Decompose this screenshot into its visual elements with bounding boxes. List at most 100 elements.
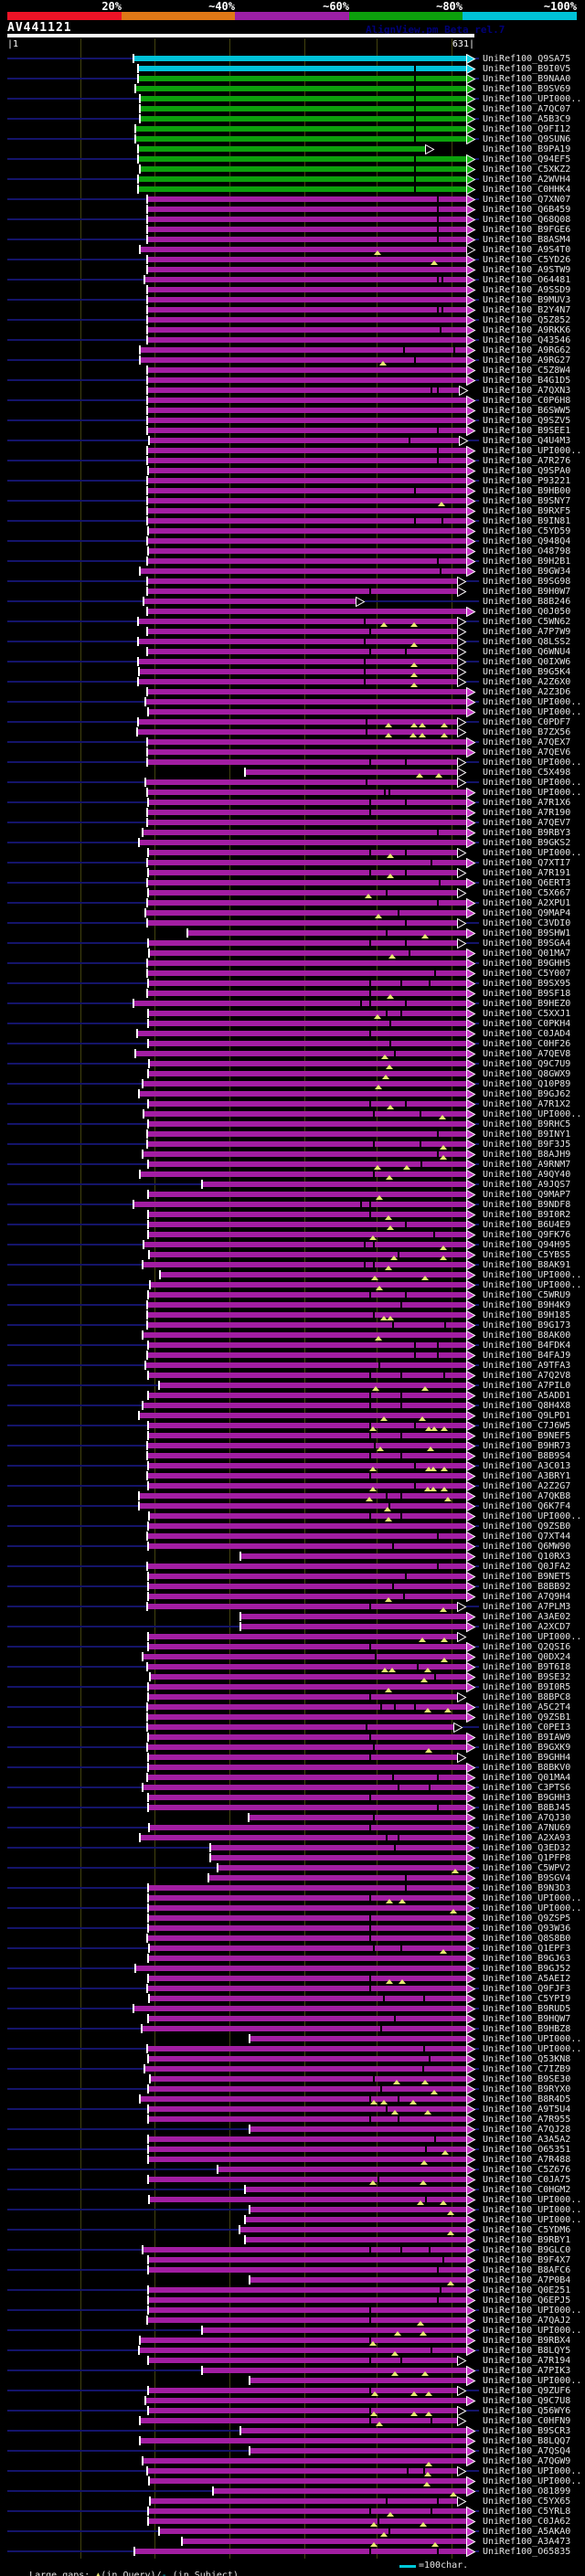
alignment-bar[interactable] bbox=[160, 2528, 466, 2534]
alignment-bar[interactable] bbox=[139, 176, 466, 182]
hit-label[interactable]: UniRef100_B9SGV4 bbox=[483, 1873, 571, 1883]
alignment-bar[interactable] bbox=[151, 2076, 466, 2082]
hit-label[interactable]: UniRef100_UPI000.. bbox=[483, 2326, 582, 2336]
hit-label[interactable]: UniRef100_A7PIL0 bbox=[483, 1381, 571, 1391]
hit-label[interactable]: UniRef100_B9H2B1 bbox=[483, 557, 571, 567]
hit-label[interactable]: UniRef100_Q9FK76 bbox=[483, 1230, 571, 1240]
hit-label[interactable]: UniRef100_UPI000.. bbox=[483, 1893, 582, 1903]
hit-label[interactable]: UniRef100_Q9SZV5 bbox=[483, 416, 571, 426]
hit-label[interactable]: UniRef100_Q94H95 bbox=[483, 1240, 571, 1250]
hit-label[interactable]: UniRef100_Q9C7U8 bbox=[483, 2396, 571, 2406]
alignment-bar[interactable] bbox=[148, 2468, 457, 2474]
alignment-bar[interactable] bbox=[148, 1744, 466, 1750]
alignment-bar[interactable] bbox=[148, 1322, 466, 1328]
hit-label[interactable]: UniRef100_B9SHW1 bbox=[483, 928, 571, 938]
hit-label[interactable]: UniRef100_B9GJ63 bbox=[483, 1954, 571, 1964]
hit-label[interactable]: UniRef100_A2Z2G7 bbox=[483, 1481, 571, 1491]
alignment-bar[interactable] bbox=[203, 2368, 466, 2373]
hit-label[interactable]: UniRef100_B9GXK9 bbox=[483, 1743, 571, 1753]
hit-label[interactable]: UniRef100_Q9FI12 bbox=[483, 124, 571, 134]
alignment-bar[interactable] bbox=[148, 649, 457, 654]
hit-label[interactable]: UniRef100_UPI000.. bbox=[483, 1511, 582, 1521]
alignment-bar[interactable] bbox=[211, 1855, 466, 1860]
hit-label[interactable]: UniRef100_O65351 bbox=[483, 2145, 571, 2155]
hit-label[interactable]: UniRef100_B8BB92 bbox=[483, 1582, 571, 1592]
hit-label[interactable]: UniRef100_A7QKB8 bbox=[483, 1491, 571, 1501]
hit-label[interactable]: UniRef100_A7P0B4 bbox=[483, 2275, 571, 2285]
alignment-bar[interactable] bbox=[149, 2307, 466, 2313]
hit-label[interactable]: UniRef100_Q6K7F4 bbox=[483, 1501, 571, 1511]
hit-label[interactable]: UniRef100_C5YD26 bbox=[483, 255, 571, 265]
hit-label[interactable]: UniRef100_Q1PFP8 bbox=[483, 1853, 571, 1863]
alignment-bar[interactable] bbox=[149, 1101, 466, 1107]
hit-label[interactable]: UniRef100_B9RHC5 bbox=[483, 1119, 571, 1129]
alignment-bar[interactable] bbox=[144, 1403, 466, 1408]
alignment-bar[interactable] bbox=[148, 1724, 453, 1730]
hit-label[interactable]: UniRef100_B9HBZ8 bbox=[483, 2024, 571, 2034]
hit-label[interactable]: UniRef100_A5B3C9 bbox=[483, 114, 571, 124]
alignment-bar[interactable] bbox=[136, 1966, 466, 1971]
hit-label[interactable]: UniRef100_Q3ED32 bbox=[483, 1843, 571, 1853]
alignment-bar[interactable] bbox=[149, 2508, 466, 2514]
hit-label[interactable]: UniRef100_A2Z3D6 bbox=[483, 687, 571, 697]
alignment-bar[interactable] bbox=[250, 2036, 466, 2041]
hit-label[interactable]: UniRef100_C5XXJ1 bbox=[483, 1009, 571, 1019]
alignment-bar[interactable] bbox=[144, 1111, 466, 1117]
hit-label[interactable]: UniRef100_B6SWW5 bbox=[483, 406, 571, 416]
hit-label[interactable]: UniRef100_C0HFN9 bbox=[483, 2416, 571, 2426]
alignment-bar[interactable] bbox=[140, 840, 466, 845]
hit-label[interactable]: UniRef100_A7R1X6 bbox=[483, 798, 571, 808]
alignment-bar[interactable] bbox=[148, 558, 466, 564]
hit-label[interactable]: UniRef100_Q9SUN6 bbox=[483, 134, 571, 144]
hit-label[interactable]: UniRef100_A7R1X2 bbox=[483, 1099, 571, 1109]
alignment-bar[interactable] bbox=[149, 2106, 466, 2112]
alignment-bar[interactable] bbox=[141, 347, 466, 353]
hit-label[interactable]: UniRef100_B9NDF8 bbox=[483, 1200, 571, 1210]
hit-label[interactable]: UniRef100_Q9ZSB1 bbox=[483, 1712, 571, 1723]
alignment-bar[interactable] bbox=[149, 800, 466, 805]
hit-label[interactable]: UniRef100_Q5Z852 bbox=[483, 315, 571, 325]
alignment-bar[interactable] bbox=[149, 1222, 466, 1227]
alignment-bar[interactable] bbox=[149, 2136, 466, 2142]
alignment-bar[interactable] bbox=[149, 1433, 466, 1438]
alignment-bar[interactable] bbox=[134, 56, 466, 61]
alignment-bar[interactable] bbox=[149, 2257, 466, 2263]
alignment-bar[interactable] bbox=[149, 2408, 457, 2413]
hit-label[interactable]: UniRef100_O81899 bbox=[483, 2486, 571, 2496]
alignment-bar[interactable] bbox=[148, 970, 466, 976]
hit-label[interactable]: UniRef100_A7QEV6 bbox=[483, 747, 571, 758]
hit-label[interactable]: UniRef100_B8R4D5 bbox=[483, 2094, 571, 2104]
hit-label[interactable]: UniRef100_Q93W36 bbox=[483, 1924, 571, 1934]
alignment-bar[interactable] bbox=[148, 820, 466, 825]
alignment-bar[interactable] bbox=[148, 739, 466, 745]
hit-label[interactable]: UniRef100_A9RKK6 bbox=[483, 325, 571, 335]
alignment-bar[interactable] bbox=[149, 1795, 466, 1800]
alignment-bar[interactable] bbox=[134, 2006, 466, 2011]
alignment-bar[interactable] bbox=[151, 2498, 457, 2504]
hit-label[interactable]: UniRef100_Q9ZUF6 bbox=[483, 2386, 571, 2396]
hit-label[interactable]: UniRef100_B8AJH9 bbox=[483, 1150, 571, 1160]
alignment-bar[interactable] bbox=[161, 1272, 466, 1277]
alignment-bar[interactable] bbox=[149, 850, 457, 855]
alignment-bar[interactable] bbox=[150, 2478, 466, 2484]
hit-label[interactable]: UniRef100_B9H0W7 bbox=[483, 587, 571, 597]
alignment-bar[interactable] bbox=[148, 810, 466, 815]
alignment-bar[interactable] bbox=[149, 548, 466, 554]
alignment-bar[interactable] bbox=[218, 2167, 466, 2172]
alignment-bar[interactable] bbox=[139, 639, 457, 644]
hit-label[interactable]: UniRef100_UPI000.. bbox=[483, 2466, 582, 2476]
hit-label[interactable]: UniRef100_C0JAD4 bbox=[483, 1029, 571, 1039]
alignment-bar[interactable] bbox=[149, 1483, 466, 1489]
alignment-bar[interactable] bbox=[139, 186, 466, 192]
alignment-bar[interactable] bbox=[241, 1553, 466, 1559]
hit-label[interactable]: UniRef100_B9SX95 bbox=[483, 979, 571, 989]
alignment-bar[interactable] bbox=[218, 1865, 466, 1871]
alignment-bar[interactable] bbox=[146, 699, 466, 705]
hit-label[interactable]: UniRef100_Q53KN8 bbox=[483, 2054, 571, 2064]
hit-label[interactable]: UniRef100_C5YX65 bbox=[483, 2496, 571, 2507]
alignment-bar[interactable] bbox=[144, 1785, 466, 1790]
alignment-bar[interactable] bbox=[144, 1262, 466, 1267]
hit-label[interactable]: UniRef100_A7R276 bbox=[483, 456, 571, 466]
alignment-bar[interactable] bbox=[145, 277, 466, 282]
hit-label[interactable]: UniRef100_B9NEF5 bbox=[483, 1431, 571, 1441]
